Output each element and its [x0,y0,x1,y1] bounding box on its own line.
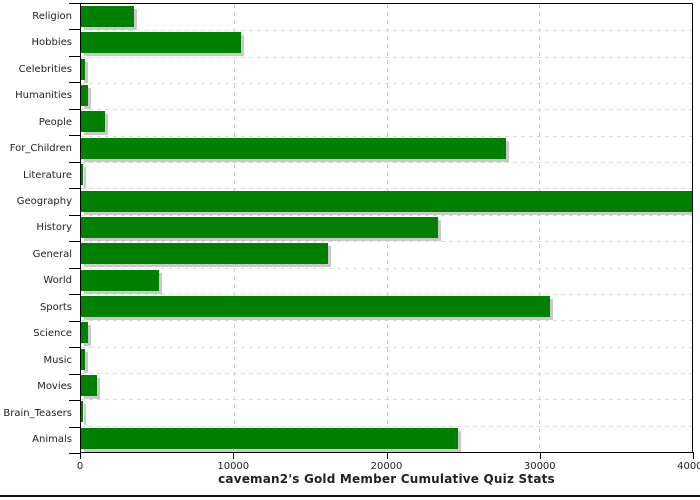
category-label-literature: Literature [23,169,72,181]
x-tick-mark [693,452,694,459]
bar-general [81,243,329,265]
bar-sports [81,295,550,317]
chart-row-geography [81,189,692,215]
bar-brain-teasers [81,401,84,423]
bar-world [81,269,159,291]
y-axis-ticks [69,3,80,454]
y-axis-category-labels: Religion Hobbies Celebrities Humanities Peop… [0,3,72,453]
chart-row-music [81,347,692,373]
chart-row-history [81,215,692,241]
bar-movies [81,375,97,397]
bar-science [81,322,89,344]
y-tick-mark [69,135,80,137]
y-tick-mark [69,400,80,402]
y-tick-mark [69,188,80,190]
category-label-movies: Movies [37,381,72,393]
x-tick-label-20000: 20000 [370,461,403,472]
vertical-gridline [539,4,541,452]
chart-row-animals [81,426,692,452]
category-label-music: Music [43,354,72,366]
y-tick-mark [69,347,80,349]
bar-literature [81,164,83,186]
y-tick-mark [69,82,80,84]
bar-celebrities [81,58,86,80]
category-label-celebrities: Celebrities [18,63,72,75]
y-tick-mark [69,453,80,454]
category-label-geography: Geography [16,196,72,208]
category-label-humanities: Humanities [15,90,72,102]
category-label-brain-teasers: Brain_Teasers [3,407,72,419]
y-tick-mark [69,294,80,296]
category-label-general: General [32,248,72,260]
bar-hobbies [81,32,242,54]
category-label-for-children: For_Children [9,143,72,155]
category-label-sports: Sports [39,301,72,313]
chart-row-world [81,268,692,294]
x-tick-mark [386,452,388,459]
chart-row-religion [81,4,692,30]
chart-row-general [81,241,692,267]
x-axis-tick-labels: 0 10000 20000 30000 40000 [76,461,700,474]
chart-row-brain-teasers [81,399,692,425]
x-axis-ticks [80,452,694,459]
bar-for-children [81,137,506,159]
x-tick-mark [233,452,235,459]
y-tick-mark [69,241,80,243]
category-label-hobbies: Hobbies [31,37,72,49]
plot-area [80,3,693,453]
x-tick-label-10000: 10000 [217,461,250,472]
category-label-history: History [36,222,72,234]
bar-religion [81,6,135,27]
chart-row-people [81,109,692,135]
plot-rows [81,4,692,452]
chart-row-for-children [81,136,692,162]
y-tick-mark [69,161,80,163]
y-tick-mark [69,3,80,4]
chart-row-celebrities [81,57,692,83]
y-tick-mark [69,320,80,322]
category-label-animals: Animals [32,434,72,446]
x-tick-label-0: 0 [76,461,84,472]
category-label-people: People [38,116,72,128]
bar-animals [81,427,459,449]
x-tick-label-40000: 40000 [677,461,700,472]
bar-history [81,216,439,238]
y-tick-mark [69,426,80,428]
bar-music [81,348,85,370]
y-tick-mark [69,267,80,269]
category-label-world: World [43,275,72,287]
x-tick-label-30000: 30000 [523,461,556,472]
y-tick-mark [69,214,80,216]
x-tick-mark [539,452,541,459]
y-tick-mark [69,373,80,375]
chart-row-hobbies [81,30,692,56]
y-tick-mark [69,108,80,110]
bar-humanities [81,85,89,107]
bar-people [81,111,105,133]
x-tick-mark [80,452,81,459]
chart-row-movies [81,373,692,399]
bottom-divider [0,495,700,497]
chart-row-sports [81,294,692,320]
y-tick-mark [69,55,80,57]
bar-geography [81,190,692,212]
chart-row-literature [81,162,692,188]
chart-row-science [81,320,692,346]
y-tick-mark [69,29,80,31]
chart-title: caveman2's Gold Member Cumulative Quiz S… [218,472,555,486]
category-label-science: Science [33,328,72,340]
chart-row-humanities [81,83,692,109]
category-label-religion: Religion [32,10,72,22]
